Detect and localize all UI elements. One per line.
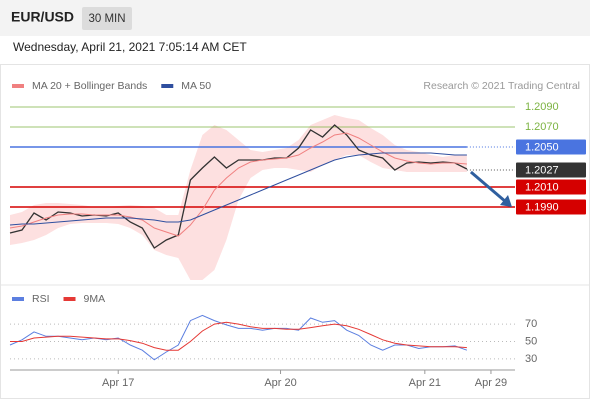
y-tick-label: 30 [525, 353, 537, 365]
level-label: 1.2027 [525, 164, 559, 176]
legend-swatch [12, 84, 24, 88]
level-box [516, 179, 586, 195]
y-tick-label: 70 [525, 318, 537, 330]
level-label: 1.1990 [525, 201, 559, 213]
legend-swatch [12, 297, 24, 301]
y-tick-label: 50 [525, 335, 537, 347]
date: Wednesday, April 21, 2021 7:05:14 AM CET [13, 40, 247, 54]
x-tick-label: Apr 17 [102, 377, 134, 389]
bollinger-band [10, 115, 467, 280]
symbol: EUR/USD [11, 9, 74, 25]
x-tick-label: Apr 20 [264, 377, 296, 389]
legend-swatch [63, 297, 76, 301]
legend-label: 9MA [84, 293, 106, 305]
series-line [9, 314, 468, 361]
x-tick-label: Apr 29 [475, 377, 507, 389]
series-line [9, 132, 467, 237]
level-box [516, 162, 586, 178]
forecast-arrow [469, 170, 507, 204]
legend-label: MA 50 [181, 80, 211, 92]
copyright: Research © 2021 Trading Central [423, 80, 580, 92]
series-line [9, 124, 468, 249]
level-box [516, 199, 586, 215]
series-line [10, 321, 467, 351]
legend-swatch [161, 84, 174, 88]
level-box [516, 139, 586, 155]
x-tick-label: Apr 21 [409, 377, 441, 389]
frame [0, 64, 590, 399]
interval-badge [82, 7, 132, 30]
legend-label: RSI [32, 293, 50, 305]
series-line [9, 152, 467, 226]
level-label: 1.2070 [525, 121, 559, 133]
forecast-arrowhead [500, 195, 512, 207]
legend-label: MA 20 + Bollinger Bands [32, 80, 147, 92]
level-label: 1.2050 [525, 141, 559, 153]
level-label: 1.2090 [525, 101, 559, 113]
level-label: 1.2010 [525, 181, 559, 193]
interval: 30 MIN [88, 13, 125, 25]
